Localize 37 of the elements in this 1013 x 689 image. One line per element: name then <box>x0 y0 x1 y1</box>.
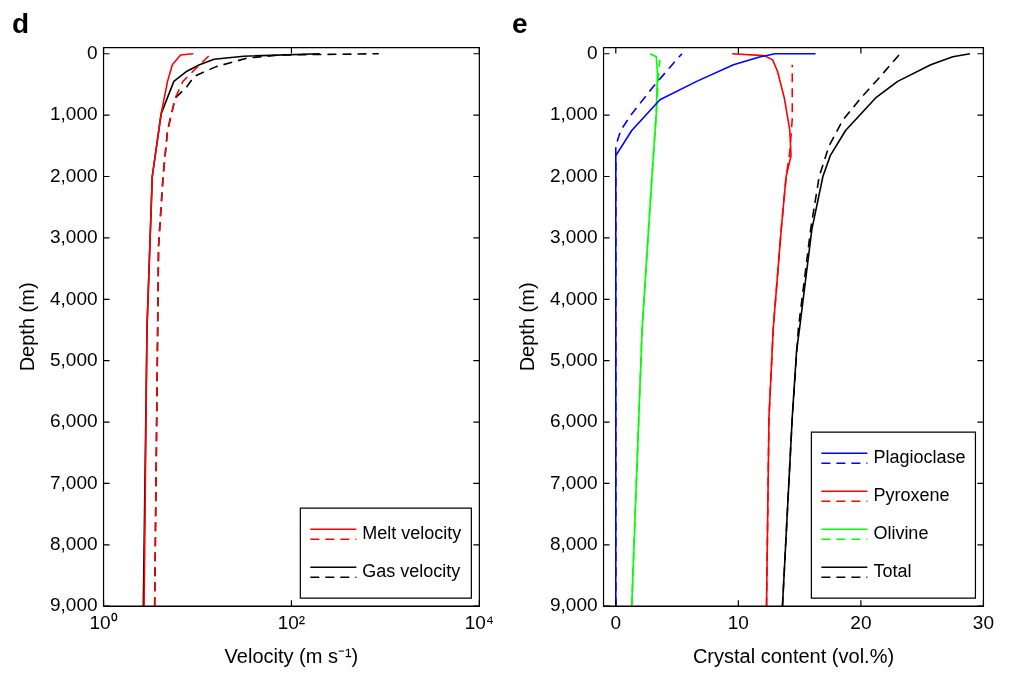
y-tick-label: 3,000 <box>550 226 598 248</box>
x-axis-title: Crystal content (vol.%) <box>692 644 895 667</box>
y-tick-label: 5,000 <box>50 348 98 370</box>
y-tick-label: 2,000 <box>50 164 98 186</box>
legend-label: Melt velocity <box>362 523 462 544</box>
chart-title: d <box>12 7 30 39</box>
y-tick-label: 6,000 <box>550 410 598 432</box>
legend-label: Plagioclase <box>873 447 966 468</box>
y-tick-label: 9,000 <box>550 594 598 616</box>
x-axis-title: Velocity (m s⁻¹) <box>224 644 359 667</box>
y-tick-label: 0 <box>86 41 98 63</box>
y-tick-label: 5,000 <box>550 348 598 370</box>
y-tick-label: 3,000 <box>50 226 98 248</box>
y-tick-label: 7,000 <box>550 471 598 493</box>
legend-label: Pyroxene <box>873 485 950 506</box>
y-tick-label: 8,000 <box>50 533 98 555</box>
x-tick-label: 10⁴ <box>464 611 495 633</box>
y-axis-title: Depth (m) <box>15 282 38 372</box>
x-tick-label: 0 <box>610 611 622 633</box>
x-tick-label: 10² <box>277 611 306 633</box>
y-tick-label: 0 <box>586 41 598 63</box>
y-axis-title: Depth (m) <box>515 282 538 372</box>
y-tick-label: 1,000 <box>50 103 98 125</box>
x-tick-label: 10 <box>727 611 749 633</box>
y-tick-label: 7,000 <box>50 471 98 493</box>
legend-label: Olivine <box>873 523 929 544</box>
y-tick-label: 4,000 <box>50 287 98 309</box>
x-tick-label: 30 <box>972 611 994 633</box>
y-tick-label: 4,000 <box>550 287 598 309</box>
legend-label: Gas velocity <box>362 561 461 582</box>
y-tick-label: 1,000 <box>550 103 598 125</box>
chart-title: e <box>512 7 528 39</box>
legend-label: Total <box>873 561 912 582</box>
y-tick-label: 6,000 <box>50 410 98 432</box>
y-tick-label: 8,000 <box>550 533 598 555</box>
x-tick-label: 20 <box>850 611 872 633</box>
y-tick-label: 2,000 <box>550 164 598 186</box>
